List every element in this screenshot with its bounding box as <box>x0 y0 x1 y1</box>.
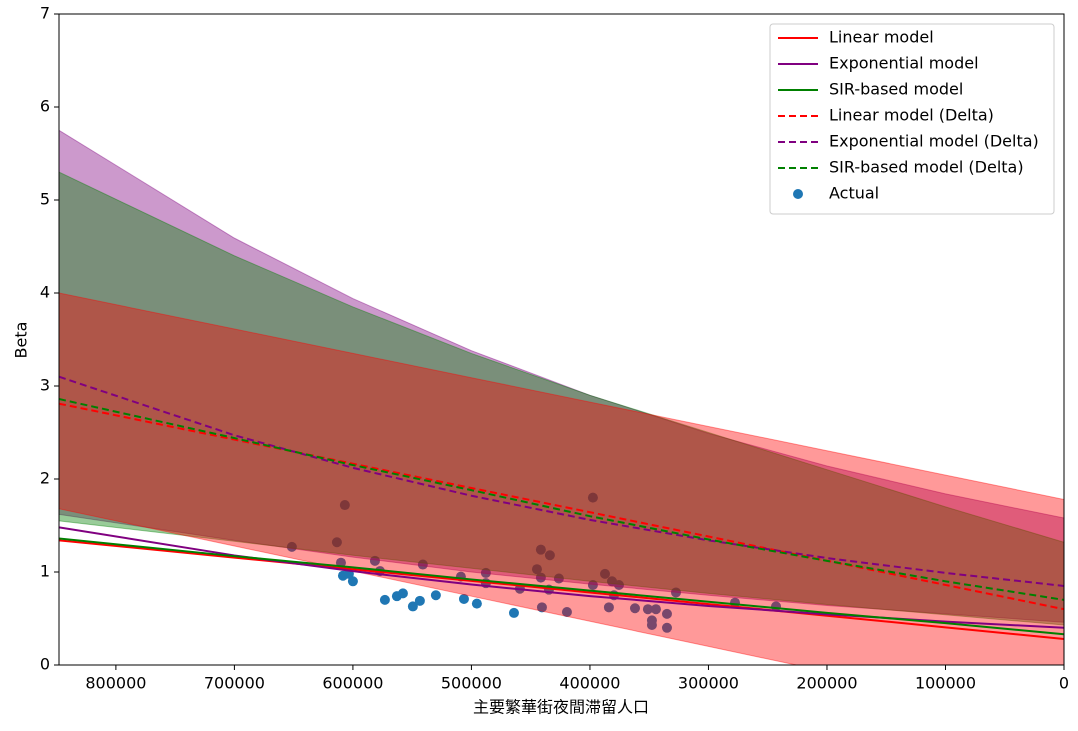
x-tick-label: 700000 <box>204 674 265 693</box>
scatter-point <box>650 604 661 615</box>
x-tick-label: 0 <box>1059 674 1069 693</box>
legend-label: SIR-based model <box>829 80 963 99</box>
scatter-point <box>629 603 640 614</box>
scatter-point <box>536 602 547 613</box>
scatter-point <box>480 567 491 578</box>
scatter-point <box>369 555 380 566</box>
x-axis-label: 主要繁華街夜間滞留人口 <box>473 698 649 717</box>
scatter-point <box>603 602 614 613</box>
scatter-point <box>508 607 519 618</box>
y-tick-label: 1 <box>40 562 50 581</box>
scatter-point <box>417 559 428 570</box>
scatter-point <box>613 580 624 591</box>
scatter-point <box>407 601 418 612</box>
scatter-point <box>661 608 672 619</box>
y-tick-label: 2 <box>40 469 50 488</box>
scatter-point <box>397 588 408 599</box>
legend-label: Exponential model (Delta) <box>829 132 1039 151</box>
y-tick-label: 7 <box>40 4 50 23</box>
series-line <box>59 402 1064 611</box>
scatter-point <box>599 568 610 579</box>
scatter-point <box>430 590 441 601</box>
y-tick-label: 5 <box>40 190 50 209</box>
confidence-band <box>59 292 1064 665</box>
x-tick-label: 400000 <box>559 674 620 693</box>
scatter-point <box>339 500 350 511</box>
scatter-point <box>531 564 542 575</box>
x-tick-label: 500000 <box>441 674 502 693</box>
legend-label: Linear model (Delta) <box>829 106 994 125</box>
scatter-point <box>646 620 657 631</box>
scatter-point <box>661 622 672 633</box>
legend-swatch <box>793 189 803 199</box>
scatter-point <box>379 594 390 605</box>
y-tick-label: 0 <box>40 655 50 674</box>
scatter-point <box>561 606 572 617</box>
y-tick-label: 4 <box>40 283 50 302</box>
series-line <box>59 537 1064 636</box>
scatter-point <box>414 595 425 606</box>
legend-box <box>769 23 1055 215</box>
legend-label: Exponential model <box>829 54 979 73</box>
legend-label: Actual <box>829 184 879 203</box>
scatter-point <box>347 576 358 587</box>
x-tick-label: 100000 <box>915 674 976 693</box>
x-tick-label: 800000 <box>85 674 146 693</box>
plot-area <box>59 129 1064 665</box>
y-axis-label: Beta <box>12 322 31 359</box>
scatter-point <box>458 593 469 604</box>
confidence-band <box>59 171 1064 626</box>
legend-label: SIR-based model (Delta) <box>829 158 1024 177</box>
x-tick-label: 200000 <box>796 674 857 693</box>
scatter-point <box>587 580 598 591</box>
y-tick-label: 3 <box>40 376 50 395</box>
series-line <box>59 398 1064 601</box>
scatter-point <box>587 492 598 503</box>
scatter-point <box>544 550 555 561</box>
legend-label: Linear model <box>829 28 934 47</box>
scatter-point <box>670 587 681 598</box>
plot-frame <box>58 13 1065 666</box>
scatter-point <box>535 572 546 583</box>
x-tick-label: 600000 <box>322 674 383 693</box>
x-tick-label: 300000 <box>678 674 739 693</box>
confidence-band <box>59 129 1064 623</box>
scatter-point <box>286 541 297 552</box>
scatter-point <box>331 537 342 548</box>
scatter-point <box>471 598 482 609</box>
scatter-point <box>535 544 546 555</box>
scatter-point <box>642 604 653 615</box>
scatter-point <box>553 573 564 584</box>
y-tick-label: 6 <box>40 97 50 116</box>
